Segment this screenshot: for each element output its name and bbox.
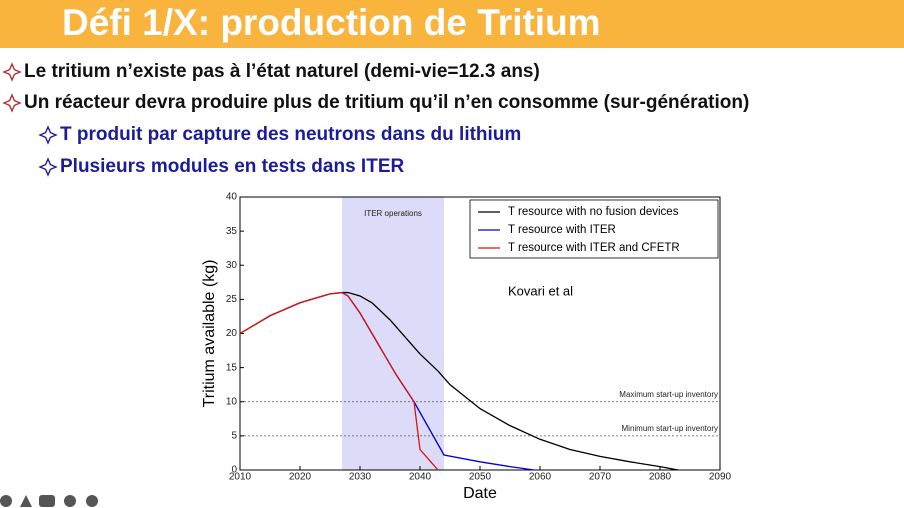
series-line [239, 291, 439, 471]
nav-icons [0, 495, 98, 507]
y-tick-label: 5 [231, 431, 237, 442]
y-tick-label: 30 [226, 260, 238, 271]
y-tick-label: 40 [226, 192, 238, 203]
icon[interactable] [64, 495, 76, 507]
bullet-icon [2, 62, 22, 82]
y-tick-label: 0 [231, 465, 237, 476]
x-tick-label: 2090 [709, 472, 732, 483]
icon[interactable] [20, 495, 32, 507]
x-tick-label: 2080 [649, 472, 672, 483]
reference-label: Maximum start-up inventory [619, 390, 718, 399]
annotation: Kovari et al [508, 283, 573, 298]
bullet-icon [38, 157, 58, 177]
x-tick-label: 2030 [349, 472, 372, 483]
x-axis-label: Date [463, 485, 497, 502]
x-tick-label: 2050 [469, 472, 492, 483]
title-bar [0, 0, 904, 48]
span-label: ITER operations [364, 209, 422, 218]
series-line [239, 291, 679, 471]
bullet-text: Plusieurs modules en tests dans ITER [60, 156, 404, 177]
bullet-icon [2, 93, 22, 113]
slide-title: Défi 1/X: production de Tritium [62, 2, 601, 43]
bullet-text: T produit par capture des neutrons dans … [60, 124, 521, 145]
y-axis-label: Tritium available (kg) [201, 260, 218, 408]
legend-label: T resource with ITER and CFETR [508, 242, 680, 254]
y-tick-label: 25 [226, 294, 238, 305]
y-tick-label: 10 [226, 396, 238, 407]
x-tick-label: 2060 [529, 472, 552, 483]
bullet-text: Un réacteur devra produire plus de triti… [24, 92, 749, 113]
x-tick-label: 2020 [289, 472, 312, 483]
x-tick-label: 2040 [409, 472, 432, 483]
y-tick-label: 20 [226, 328, 238, 339]
y-tick-label: 15 [226, 362, 238, 373]
icon[interactable] [0, 495, 12, 507]
legend-label: T resource with no fusion devices [508, 206, 679, 218]
legend-box [469, 199, 719, 259]
bullet-icon [38, 125, 58, 145]
x-tick-label: 2010 [229, 472, 252, 483]
reference-label: Minimum start-up inventory [622, 424, 718, 433]
y-tick-label: 35 [226, 226, 238, 237]
icon[interactable] [86, 495, 98, 507]
legend-label: T resource with ITER [508, 224, 616, 236]
icon[interactable] [39, 495, 55, 507]
bullet-text: Le tritium n’existe pas à l’état naturel… [24, 61, 540, 82]
x-tick-label: 2070 [589, 472, 612, 483]
